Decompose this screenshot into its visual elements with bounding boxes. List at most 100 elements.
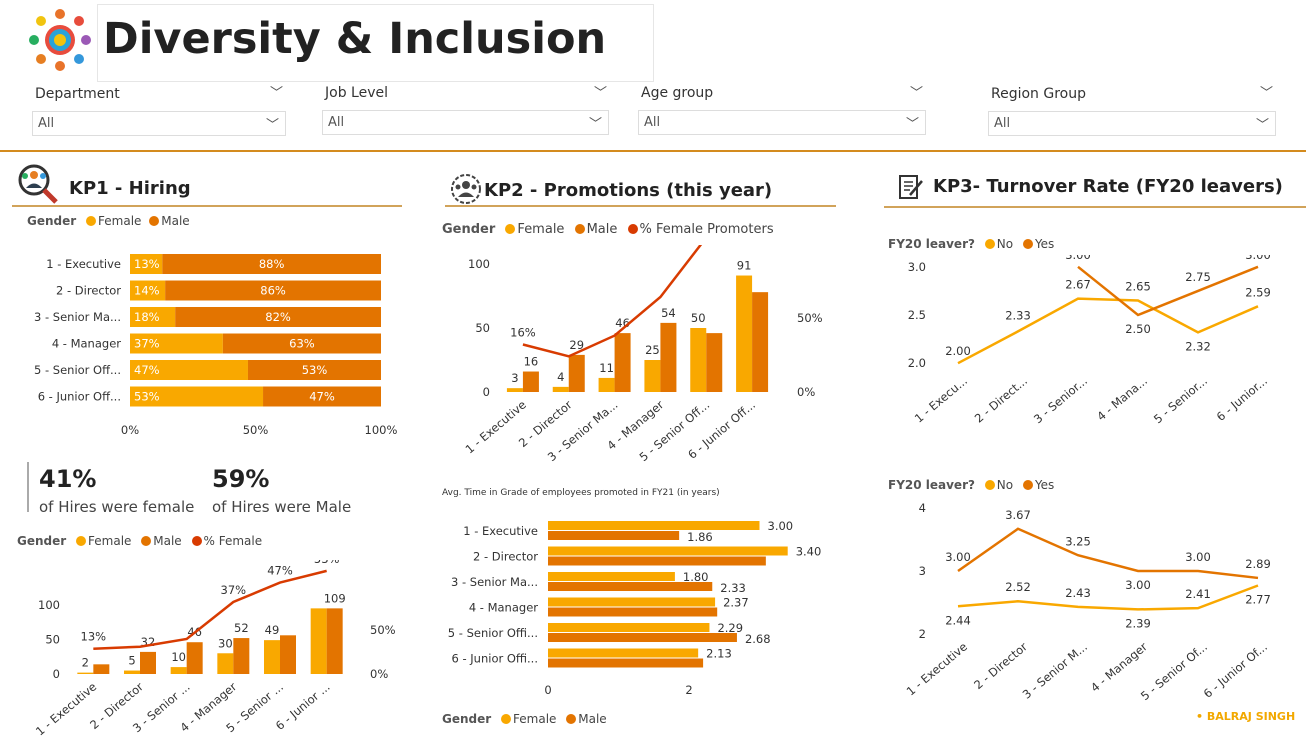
bar-male xyxy=(93,664,110,674)
header-divider xyxy=(0,150,1306,152)
data-label: 5 xyxy=(128,654,135,668)
region-group-filter-label: Region Group xyxy=(991,86,1086,102)
legend-title: Gender xyxy=(442,712,492,726)
age-group-collapse-icon[interactable]: ﹀ xyxy=(910,86,924,101)
avg-time-title: Avg. Time in Grade of employees promoted… xyxy=(442,488,720,498)
pct-swatch xyxy=(627,224,638,234)
category-label: 1 - Executive xyxy=(46,257,121,271)
pct-line xyxy=(522,245,703,358)
series-line-no xyxy=(957,297,1259,365)
data-label: 2.37 xyxy=(723,596,749,610)
region-group-select[interactable]: All ﹀ xyxy=(988,111,1276,136)
pct-label: 47% xyxy=(267,564,293,578)
bar-female xyxy=(506,388,523,392)
legend-female: Female xyxy=(517,222,565,237)
data-label: 2.32 xyxy=(1185,339,1211,353)
age-group-select[interactable]: All ﹀ xyxy=(638,110,926,135)
data-label: 53% xyxy=(302,363,328,377)
series-line-no xyxy=(957,584,1259,611)
data-label: 10 xyxy=(171,650,186,664)
y2-tick-label: 0% xyxy=(370,667,388,681)
y2-tick-label: 0% xyxy=(797,385,815,399)
bar-female xyxy=(548,546,788,556)
bar-female xyxy=(548,572,675,581)
legend-title: FY20 leaver? xyxy=(888,478,975,492)
legend-pct: % Female xyxy=(203,534,263,548)
y-tick-label: 0 xyxy=(53,667,60,681)
department-collapse-icon[interactable]: ﹀ xyxy=(270,86,284,101)
category-label: 3 - Senior Ma... xyxy=(34,310,121,324)
x-tick-label: 1 - Executive xyxy=(33,680,99,737)
chevron-down-icon: ﹀ xyxy=(1255,118,1269,133)
y-tick-label: 2.5 xyxy=(908,308,926,322)
legend-pct: % Female Promoters xyxy=(639,222,774,237)
bar-female xyxy=(130,254,163,274)
job-level-filter-label: Job Level xyxy=(325,85,388,101)
page-title: Diversity & Inclusion xyxy=(103,14,607,64)
category-label: 3 - Senior Ma... xyxy=(451,575,538,589)
y-tick-label: 3.0 xyxy=(908,260,926,274)
magnify-people-icon xyxy=(16,162,60,210)
turnover1-legend: FY20 leaver? No Yes xyxy=(888,237,1054,251)
data-label: 47% xyxy=(309,390,335,404)
data-label: 50 xyxy=(691,311,706,325)
data-label: 86% xyxy=(260,284,286,298)
male-swatch xyxy=(574,224,585,234)
pct-label: 37% xyxy=(221,583,247,597)
data-label: 11 xyxy=(599,361,614,375)
bar-female xyxy=(598,377,615,392)
data-label: 2.77 xyxy=(1245,592,1271,606)
turnover1-line-chart: 2.0 2.5 3.0 1 - Execu... 2 - Direct... 3 - Se… xyxy=(908,255,1271,426)
data-label: 30 xyxy=(218,636,233,650)
data-label: 3.25 xyxy=(1065,534,1091,548)
department-filter-label: Department xyxy=(35,86,120,102)
female-swatch xyxy=(86,216,97,226)
bar-male xyxy=(660,322,677,392)
bar-female xyxy=(130,307,176,327)
legend-male: Male xyxy=(153,534,182,548)
clipboard-pen-icon xyxy=(898,173,924,205)
region-group-collapse-icon[interactable]: ﹀ xyxy=(1260,86,1274,101)
female-swatch xyxy=(505,224,516,234)
data-label: 3.40 xyxy=(796,545,822,559)
region-group-value: All xyxy=(994,116,1011,131)
bar-male xyxy=(162,254,381,274)
data-label: 13% xyxy=(134,257,160,271)
department-select[interactable]: All ﹀ xyxy=(32,111,286,136)
y-tick-label: 0 xyxy=(483,385,490,399)
job-level-select[interactable]: All ﹀ xyxy=(322,110,609,135)
female-swatch xyxy=(76,536,87,546)
kp2-underline xyxy=(445,205,836,207)
kp1-stacked-bar-chart: 1 - Executive 13% 88% 2 - Director 14% 86% 3 -… xyxy=(34,254,398,437)
bar-male xyxy=(263,386,381,407)
bar-male xyxy=(548,531,680,540)
data-label: 47% xyxy=(134,363,160,377)
y-tick-label: 4 xyxy=(919,501,926,515)
job-level-collapse-icon[interactable]: ﹀ xyxy=(594,86,608,101)
data-label: 14% xyxy=(134,284,160,298)
data-label: 91 xyxy=(737,259,752,273)
male-swatch xyxy=(566,714,577,724)
yes-swatch xyxy=(1022,239,1033,249)
no-swatch xyxy=(984,480,995,490)
bar-male xyxy=(706,333,723,392)
legend-title: Gender xyxy=(27,214,77,228)
x-tick-label: 6 - Junior... xyxy=(1214,374,1270,424)
bar-female xyxy=(690,328,707,392)
data-label: 3.00 xyxy=(1125,578,1151,592)
kp2-legend: Gender Female Male % Female Promoters xyxy=(442,222,774,237)
pct-swatch xyxy=(191,536,202,546)
kp3-title: KP3- Turnover Rate (FY20 leavers) xyxy=(933,176,1283,197)
kp1-underline xyxy=(12,205,402,207)
people-circle-logo-icon xyxy=(29,9,91,71)
female-swatch xyxy=(501,714,512,724)
bar-female xyxy=(552,386,569,392)
y-tick-label: 50 xyxy=(475,321,490,335)
app-logo xyxy=(28,8,92,72)
data-label: 2.33 xyxy=(1005,308,1031,322)
data-label: 3.00 xyxy=(1065,255,1091,262)
data-label: 82% xyxy=(265,310,291,324)
category-label: 2 - Director xyxy=(56,284,121,298)
series-line-yes xyxy=(957,527,1259,580)
